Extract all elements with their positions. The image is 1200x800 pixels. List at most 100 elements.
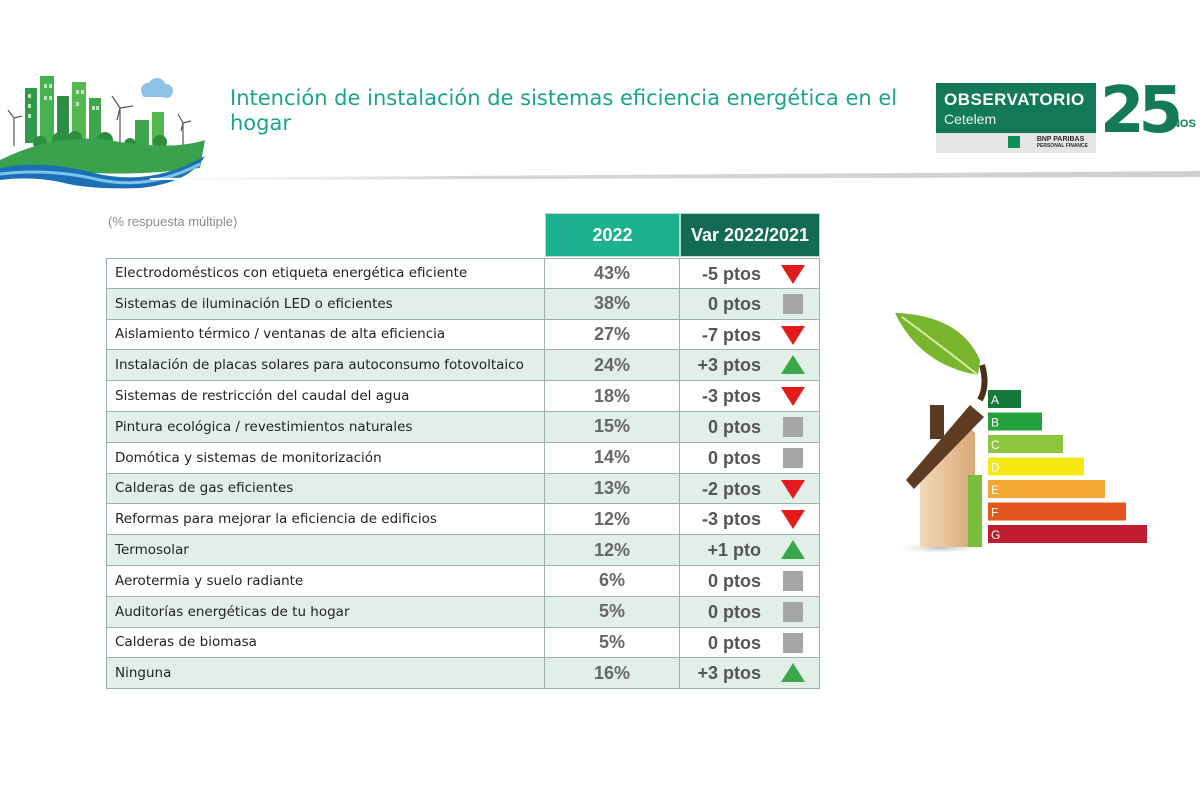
table-row: Ninguna 16% +3 ptos — [106, 658, 820, 690]
row-variation: +3 ptos — [697, 355, 761, 376]
bnp-paribas-text: BNP PARIBAS PERSONAL FINANCE — [1037, 136, 1088, 150]
table-row: Termosolar 12% +1 pto — [106, 535, 820, 566]
energy-class-bar — [988, 390, 1021, 408]
energy-class-bar — [988, 457, 1084, 476]
row-label: Domótica y sistemas de monitorización — [106, 442, 545, 473]
row-variation: 0 ptos — [707, 632, 761, 653]
table-row: Calderas de gas eficientes 13% -2 ptos — [106, 473, 820, 505]
energy-class-bar — [988, 435, 1063, 453]
row-variation: +1 pto — [707, 540, 761, 561]
trend-flat-icon — [783, 632, 803, 653]
anniversary-badge: 25 AÑOS — [1100, 74, 1200, 156]
row-label: Termosolar — [106, 535, 545, 565]
row-variation-cell: -2 ptos — [680, 473, 820, 504]
row-label: Reformas para mejorar la eficiencia de e… — [106, 504, 545, 535]
energy-class-bar — [988, 525, 1147, 543]
row-variation: -5 ptos — [701, 264, 761, 284]
row-percentage: 24% — [545, 350, 680, 381]
trend-down-icon — [781, 325, 805, 345]
house-icon — [906, 405, 984, 547]
column-header-2022: 2022 — [545, 213, 680, 257]
trend-flat-icon — [783, 601, 803, 622]
row-label: Sistemas de iluminación LED o eficientes — [106, 288, 545, 319]
row-percentage: 12% — [545, 535, 680, 565]
trend-down-icon — [781, 265, 805, 284]
energy-class-bar — [988, 480, 1105, 498]
page-title: Intención de instalación de sistemas efi… — [230, 86, 898, 135]
row-variation: 0 ptos — [707, 447, 761, 468]
logo-brand-sub: Cetelem — [944, 111, 997, 127]
trend-flat-icon — [783, 416, 803, 437]
row-percentage: 12% — [545, 504, 680, 535]
row-label: Aislamiento térmico / ventanas de alta e… — [106, 319, 545, 350]
energy-class-letter: C — [991, 438, 1000, 452]
row-label: Instalación de placas solares para autoc… — [106, 350, 545, 381]
row-percentage: 13% — [545, 473, 680, 504]
row-percentage: 5% — [545, 596, 680, 627]
table-row: Auditorías energéticas de tu hogar 5% 0 pt… — [106, 596, 820, 628]
row-variation-cell: 0 ptos — [680, 627, 820, 658]
row-variation-cell: 0 ptos — [680, 442, 820, 473]
table-row: Calderas de biomasa 5% 0 ptos — [106, 627, 820, 659]
row-variation-cell: -5 ptos — [680, 259, 820, 288]
row-variation: -7 ptos — [701, 324, 761, 345]
energy-class-letter: F — [991, 506, 998, 520]
row-percentage: 18% — [545, 381, 680, 411]
trend-flat-icon — [783, 570, 803, 591]
row-label: Aerotermia y suelo radiante — [106, 565, 545, 596]
table-row: Sistemas de restricción del caudal del a… — [106, 381, 820, 412]
table-row: Electrodomésticos con etiqueta energétic… — [106, 258, 820, 289]
energy-class-bar — [988, 412, 1042, 431]
row-percentage: 5% — [545, 627, 680, 658]
row-variation: 0 ptos — [707, 601, 761, 622]
energy-class-letter: A — [991, 393, 999, 407]
row-variation: 0 ptos — [707, 416, 761, 437]
row-variation-cell: +1 pto — [680, 535, 820, 565]
trend-down-icon — [781, 479, 805, 499]
row-variation-cell: 0 ptos — [680, 288, 820, 319]
bnp-name: BNP PARIBAS — [1036, 136, 1085, 143]
row-variation-cell: 0 ptos — [680, 411, 820, 442]
row-variation-cell: +3 ptos — [680, 658, 820, 689]
bnp-sub: PERSONAL FINANCE — [1036, 143, 1088, 149]
table-row: Aislamiento térmico / ventanas de alta e… — [106, 319, 820, 351]
row-label: Calderas de biomasa — [106, 627, 545, 658]
table-row: Sistemas de iluminación LED o eficientes… — [106, 288, 820, 320]
bnp-star-icon — [1008, 136, 1020, 148]
row-variation-cell: 0 ptos — [680, 565, 820, 596]
logo-brand-name: OBSERVATORIO — [944, 90, 1085, 109]
row-label: Electrodomésticos con etiqueta energétic… — [106, 259, 545, 288]
row-variation: +3 ptos — [697, 663, 761, 684]
row-percentage: 14% — [545, 442, 680, 473]
row-variation: -2 ptos — [701, 478, 761, 499]
row-label: Sistemas de restricción del caudal del a… — [106, 381, 545, 411]
cloud-icon — [141, 78, 173, 98]
observatorio-cetelem-logo: OBSERVATORIO Cetelem BNP PARIBAS PERSONA… — [936, 83, 1096, 153]
row-variation: -3 ptos — [701, 386, 761, 407]
logo-green-panel: OBSERVATORIO Cetelem — [936, 83, 1096, 133]
row-label: Auditorías energéticas de tu hogar — [106, 596, 545, 627]
anniversary-word: AÑOS — [1164, 118, 1196, 130]
leaf-stem-icon — [977, 364, 988, 402]
results-table: Electrodomésticos con etiqueta energétic… — [106, 258, 820, 690]
energy-class-letter: E — [991, 483, 999, 497]
energy-class-letter: G — [991, 528, 1000, 542]
row-percentage: 38% — [545, 288, 680, 319]
trend-flat-icon — [783, 447, 803, 468]
row-percentage: 16% — [545, 658, 680, 689]
row-percentage: 15% — [545, 411, 680, 442]
table-row: Domótica y sistemas de monitorización 14%… — [106, 442, 820, 474]
trend-up-icon — [781, 663, 805, 683]
table-note: (% respuesta múltiple) — [108, 214, 238, 229]
trend-down-icon — [781, 387, 805, 407]
row-variation: -3 ptos — [701, 509, 761, 530]
table-row: Aerotermia y suelo radiante 6% 0 ptos — [106, 565, 820, 597]
energy-class-letter: B — [991, 416, 999, 430]
row-label: Calderas de gas eficientes — [106, 473, 545, 504]
wind-turbine-icon — [7, 95, 192, 148]
row-variation: 0 ptos — [707, 293, 761, 314]
table-row: Reformas para mejorar la eficiencia de e… — [106, 504, 820, 536]
green-hill-shape — [0, 138, 205, 174]
logo-grey-panel: BNP PARIBAS PERSONAL FINANCE — [936, 133, 1096, 153]
